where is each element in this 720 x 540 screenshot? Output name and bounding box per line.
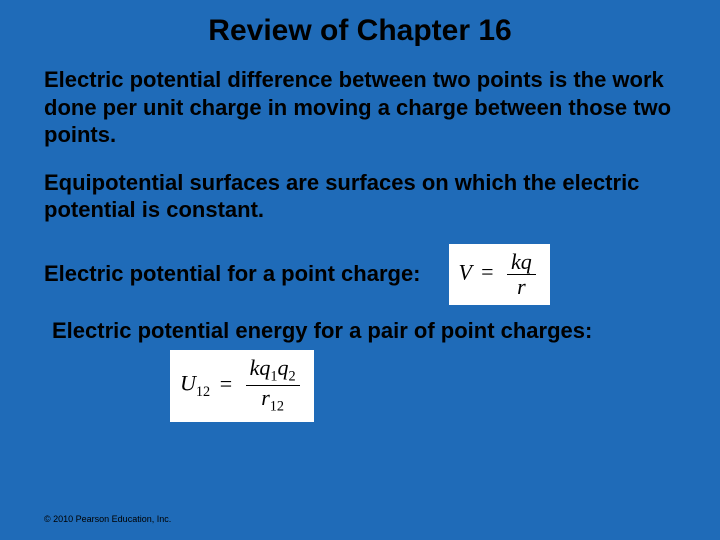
formula1-fraction: kq r	[507, 250, 536, 299]
formula2-fraction: kq1q2 r12	[246, 356, 300, 415]
formula2-lhs-sub: 12	[196, 384, 210, 400]
paragraph-pair-charges: Electric potential energy for a pair of …	[0, 317, 720, 345]
formula2-numerator: kq1q2	[246, 356, 300, 386]
formula-pair-charges: U12 = kq1q2 r12	[170, 350, 314, 421]
formula2-num-q1-sub: 1	[270, 369, 277, 385]
formula1-eq: =	[481, 259, 493, 284]
formula2-den-base: r	[261, 385, 270, 410]
formula1-numerator: kq	[507, 250, 536, 275]
formula2-num-k: k	[250, 355, 260, 380]
formula2-num-q2: q	[278, 355, 289, 380]
formula2-lhs-base: U	[180, 371, 196, 396]
formula2-num-q2-sub: 2	[289, 369, 296, 385]
paragraph-equipotential: Equipotential surfaces are surfaces on w…	[44, 169, 680, 224]
row-point-charge: Electric potential for a point charge: V…	[44, 244, 680, 305]
formula2-wrap: U12 = kq1q2 r12	[0, 350, 720, 421]
formula2-den-sub: 12	[270, 399, 284, 415]
formula2-denominator: r12	[246, 386, 300, 415]
paragraph-potential-difference: Electric potential difference between tw…	[44, 66, 680, 149]
slide-title: Review of Chapter 16	[0, 0, 720, 66]
formula2-eq: =	[220, 371, 232, 396]
content-area: Electric potential difference between tw…	[0, 66, 720, 305]
formula1-denominator: r	[507, 275, 536, 299]
formula2-num-q1: q	[259, 355, 270, 380]
copyright: © 2010 Pearson Education, Inc.	[44, 514, 171, 524]
formula1-lhs: V	[459, 259, 472, 284]
label-point-charge: Electric potential for a point charge:	[44, 261, 421, 287]
formula-point-charge: V = kq r	[449, 244, 550, 305]
